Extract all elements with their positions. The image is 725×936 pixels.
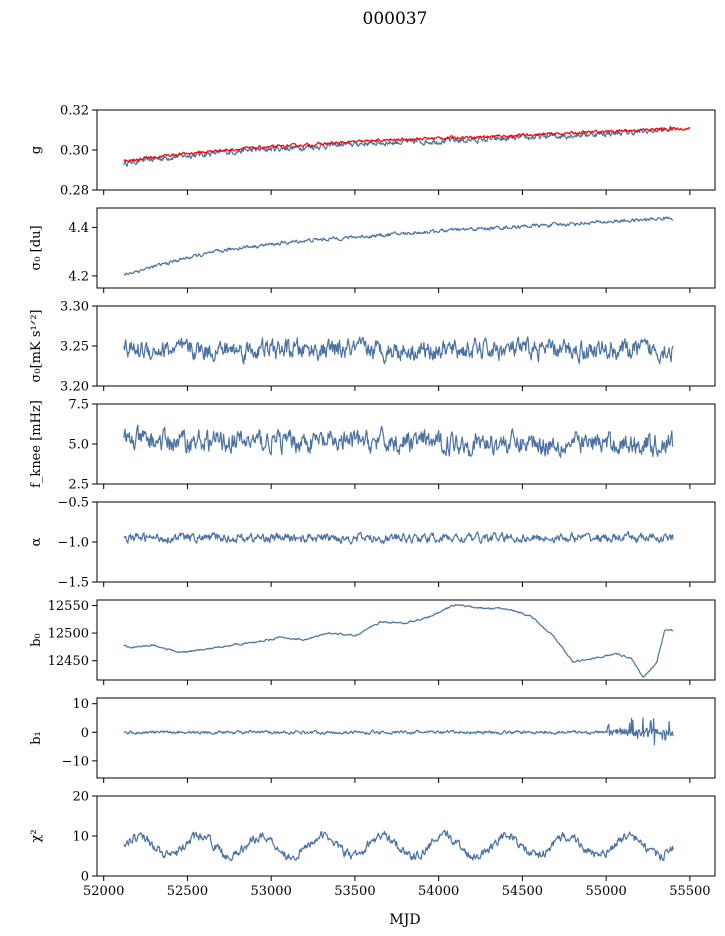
y-axis-label: σ₀[mK s¹ᐟ²] [29,310,44,383]
y-tick-label: 5.0 [68,438,89,453]
y-tick-label: 10 [72,697,89,712]
axes-frame [96,795,716,877]
y-axis-label: χ² [29,829,44,842]
y-tick-label: −10 [62,754,89,769]
series-line-g-1 [123,126,691,163]
y-tick-label: −1.5 [57,576,89,591]
figure-title: 000037 [363,9,428,29]
x-axis-label: MJD [389,912,420,928]
x-tick-label: 53500 [334,884,375,899]
y-tick-label: −1.0 [57,536,89,551]
y-tick-label: −0.5 [57,496,89,511]
y-tick-label: 10 [72,830,89,845]
y-tick-label: 0.32 [60,104,89,119]
panels: 0.28 0.30 0.32 g 4.2 4.4 σ₀ [du] 3.20 3.25 3.30 σ₀… [29,104,716,899]
y-tick-label: 0.28 [60,184,89,199]
axes-frame [96,697,716,779]
x-tick-label: 52000 [83,884,124,899]
x-tick-label: 55000 [585,884,626,899]
axes-frame [96,109,716,191]
axes-frame [96,207,716,289]
x-tick-label: 52500 [167,884,208,899]
series-line-b1-0 [123,717,674,746]
y-tick-label: 12450 [48,654,89,669]
series-line-sigma0_du-0 [123,216,674,276]
series-line-g-0 [123,125,674,167]
panel-b0: 12450 12500 12550 b₀ [29,599,716,685]
x-tick-label: 53000 [250,884,291,899]
y-axis-label: b₁ [29,731,44,745]
series-line-alpha-0 [123,530,674,545]
x-tick-label: 54500 [502,884,543,899]
panel-sigma0_mk: 3.20 3.25 3.30 σ₀[mK s¹ᐟ²] [29,300,716,395]
y-tick-label: 0.30 [60,144,89,159]
y-axis-label: α [29,537,44,546]
y-axis-label: f_knee [mHz] [29,400,44,488]
y-tick-label: 2.5 [68,478,89,493]
panel-sigma0_du: 4.2 4.4 σ₀ [du] [29,207,716,293]
y-tick-label: 7.5 [68,398,89,413]
x-tick-label: 54000 [418,884,459,899]
y-tick-label: 0 [81,870,89,885]
y-tick-label: 4.2 [68,269,89,284]
series-line-chi2-0 [123,829,674,862]
y-tick-label: 0 [81,726,89,741]
y-tick-label: 12550 [48,599,89,614]
panel-chi2: 0 10 20 52000 52500 53000 53500 54000 54500 55000… [29,790,716,899]
panel-fknee: 2.5 5.0 7.5 f_knee [mHz] [29,398,716,493]
y-axis-label: σ₀ [du] [29,225,44,270]
y-axis-label: g [29,146,44,154]
y-tick-label: 12500 [48,627,89,642]
y-tick-label: 20 [72,790,89,805]
panel-alpha: −1.5 −1.0 −0.5 α [29,496,716,591]
y-tick-label: 3.20 [60,380,89,395]
y-tick-label: 3.30 [60,300,89,315]
panel-g: 0.28 0.30 0.32 g [29,104,716,199]
axes-frame [96,599,716,681]
x-tick-label: 55500 [669,884,710,899]
y-tick-label: 3.25 [60,340,89,355]
panel-b1: −10 0 10 b₁ [29,697,716,783]
series-line-fknee-0 [123,424,674,458]
y-axis-label: b₀ [29,633,44,647]
series-line-b0-0 [123,603,674,678]
series-line-sigma0_mk-0 [123,336,674,365]
y-tick-label: 4.4 [68,221,89,236]
